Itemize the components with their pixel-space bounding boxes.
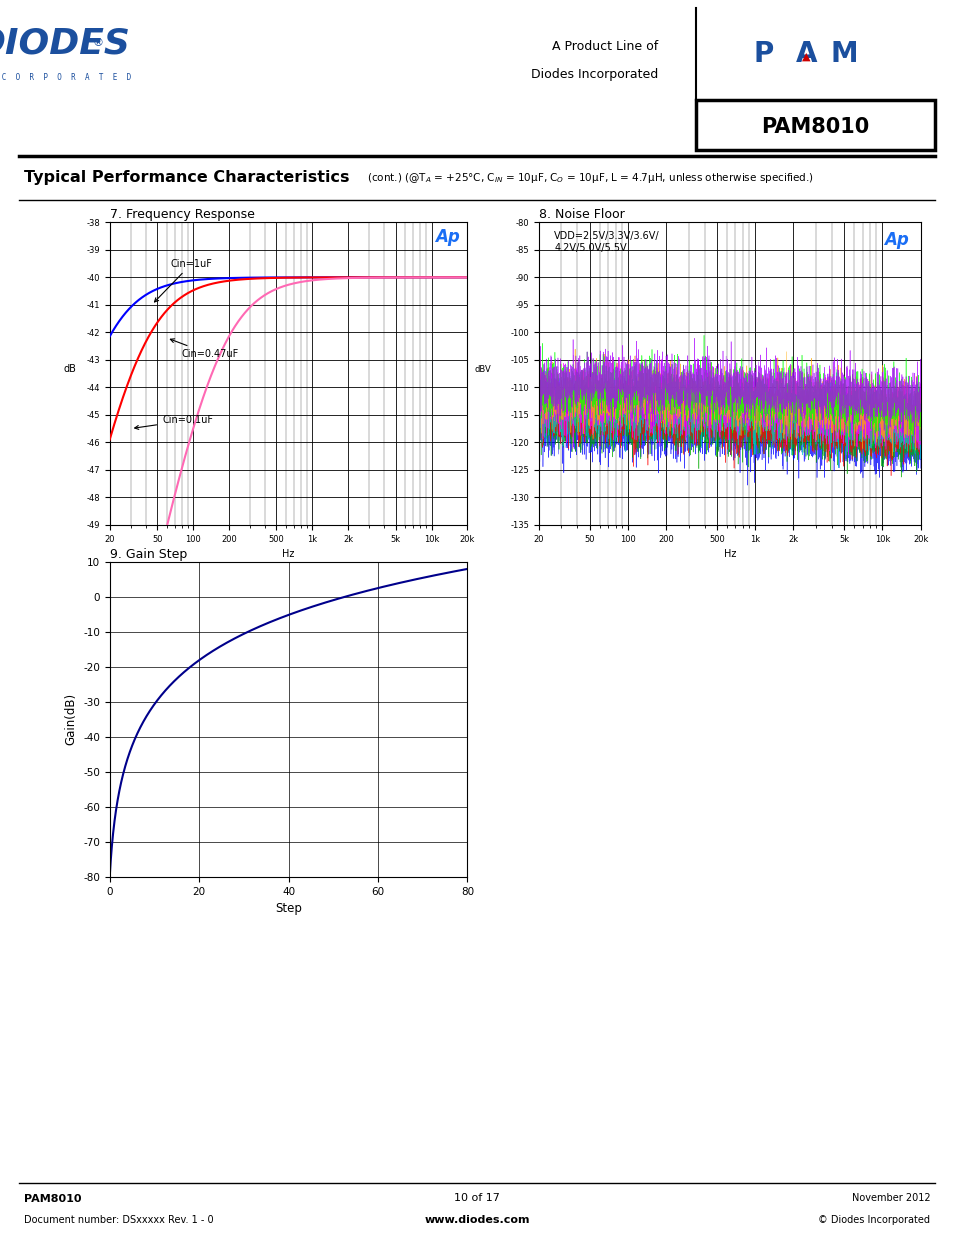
Text: M: M: [830, 40, 857, 68]
Text: 7. Frequency Response: 7. Frequency Response: [110, 209, 254, 221]
Text: Ap: Ap: [436, 228, 459, 246]
Text: PAM8010: PAM8010: [24, 1194, 81, 1204]
Text: (cont.) (@T$_A$ = +25°C, C$_{IN}$ = 10μF, C$_O$ = 10μF, L = 4.7μH, unless otherw: (cont.) (@T$_A$ = +25°C, C$_{IN}$ = 10μF…: [367, 170, 813, 185]
Text: Typical Performance Characteristics: Typical Performance Characteristics: [24, 170, 349, 185]
Text: © Diodes Incorporated: © Diodes Incorporated: [818, 1215, 929, 1225]
X-axis label: Hz: Hz: [282, 550, 294, 559]
Text: Cin=0.47uF: Cin=0.47uF: [171, 338, 238, 359]
Text: VDD=2.5V/3.3V/3.6V/
4.2V/5.0V/5.5V: VDD=2.5V/3.3V/3.6V/ 4.2V/5.0V/5.5V: [554, 231, 659, 253]
Text: A Product Line of: A Product Line of: [552, 40, 658, 53]
Text: 8. Noise Floor: 8. Noise Floor: [538, 209, 624, 221]
Y-axis label: Gain(dB): Gain(dB): [65, 693, 77, 746]
X-axis label: Step: Step: [274, 902, 302, 915]
Text: ®: ®: [92, 38, 104, 48]
Text: November 2012: November 2012: [851, 1193, 929, 1203]
Text: Ap: Ap: [883, 231, 908, 249]
Text: Document number: DSxxxxx Rev. 1 - 0: Document number: DSxxxxx Rev. 1 - 0: [24, 1215, 213, 1225]
Text: PAM8010: PAM8010: [760, 116, 869, 137]
Text: I  N  C  O  R  P  O  R  A  T  E  D: I N C O R P O R A T E D: [0, 73, 131, 82]
Text: P: P: [752, 40, 773, 68]
Bar: [696, 100, 934, 149]
Text: Diodes Incorporated: Diodes Incorporated: [531, 68, 658, 80]
Text: 9. Gain Step: 9. Gain Step: [110, 548, 187, 561]
Text: A: A: [795, 40, 816, 68]
Text: Cin=0.1uF: Cin=0.1uF: [134, 415, 213, 430]
X-axis label: Hz: Hz: [723, 550, 735, 559]
Text: www.diodes.com: www.diodes.com: [424, 1215, 529, 1225]
Y-axis label: dB: dB: [63, 363, 76, 374]
Text: Cin=1uF: Cin=1uF: [154, 258, 213, 301]
Text: ▲: ▲: [801, 52, 809, 62]
Y-axis label: dBV: dBV: [474, 364, 491, 374]
Text: DIODES: DIODES: [0, 26, 130, 61]
Text: 10 of 17: 10 of 17: [454, 1193, 499, 1203]
